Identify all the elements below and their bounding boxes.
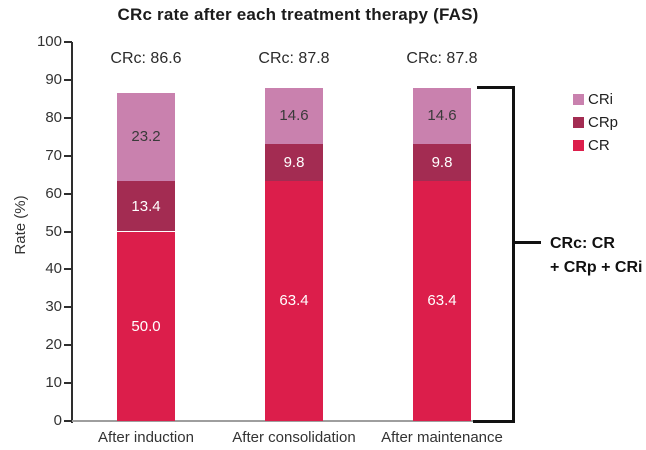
bar-segment-value: 13.4: [131, 197, 161, 215]
y-tick-mark: [64, 306, 72, 309]
bar-segment-cri: 14.6: [265, 88, 323, 144]
y-tick-label: 100: [36, 33, 62, 50]
y-tick-label: 80: [45, 108, 62, 126]
legend-label-crp: CRp: [588, 114, 619, 131]
bar-segment-cr: 50.0: [117, 231, 175, 421]
y-tick-mark: [64, 41, 72, 43]
legend-swatch-cri: [573, 94, 584, 105]
x-category-label: After consolidation: [232, 429, 356, 446]
crc-bracket-pointer-line: [514, 241, 541, 244]
chart-title: CRc rate after each treatment therapy (F…: [117, 5, 479, 24]
bar-segment-value: 63.4: [279, 292, 309, 310]
bar-segment-crp: 9.8: [413, 143, 471, 181]
bar-segment-cr: 63.4: [413, 180, 471, 421]
y-tick-mark: [64, 116, 72, 119]
bar-segment-value: 63.4: [427, 292, 457, 310]
bar-segment-value: 14.6: [279, 107, 309, 125]
bar-total-label: CRc: 86.6: [110, 50, 182, 67]
bar-segment-value: 9.8: [283, 153, 305, 171]
legend-label-cr: CR: [588, 137, 610, 154]
bar-segment-crp: 9.8: [265, 143, 323, 181]
legend-label-cri: CRi: [588, 91, 613, 108]
bar-segment-crp: 13.4: [117, 180, 175, 232]
y-tick-mark: [64, 268, 72, 271]
y-tick-label: 20: [45, 336, 62, 354]
x-category-label: After maintenance: [381, 429, 503, 446]
y-tick-label: 0: [53, 412, 62, 429]
bar-total-label: CRc: 87.8: [258, 50, 330, 67]
bar-total-label: CRc: 87.8: [406, 50, 478, 67]
crc-bracket-bottom-line: [473, 420, 515, 423]
y-tick-mark: [64, 192, 72, 195]
y-axis-line: [71, 42, 73, 423]
y-tick-label: 60: [45, 184, 62, 202]
y-tick-mark: [64, 382, 72, 385]
crc-bracket-top-line: [477, 86, 515, 89]
bar-segment-value: 23.2: [131, 128, 161, 146]
crc-bracket-vertical-line: [512, 86, 515, 423]
bar-segment-value: 9.8: [431, 153, 453, 171]
y-tick-label: 90: [45, 70, 62, 88]
y-tick-label: 50: [45, 222, 62, 240]
y-tick-label: 40: [45, 260, 62, 278]
y-tick-label: 30: [45, 298, 62, 316]
legend-item-cr: CR: [573, 137, 618, 154]
legend-item-crp: CRp: [573, 114, 619, 131]
crc-definition-annotation: CRc: CR + CRp + CRi: [550, 232, 642, 280]
legend-item-cri: CRi: [573, 91, 618, 108]
legend-swatch-cr: [573, 140, 584, 151]
y-tick-label: 10: [45, 374, 62, 392]
x-axis-line: [71, 420, 505, 422]
legend-swatch-crp: [573, 117, 584, 128]
bar-segment-cri: 23.2: [117, 92, 175, 181]
y-tick-mark: [64, 344, 72, 347]
y-tick-mark: [64, 154, 72, 157]
y-tick-mark: [64, 78, 72, 81]
bar-segment-value: 14.6: [427, 107, 457, 125]
crc-definition-line2: + CRp + CRi: [550, 259, 643, 276]
legend: CRi CRp CR: [573, 91, 619, 161]
bar-segment-cri: 14.6: [413, 88, 471, 144]
y-tick-mark: [64, 230, 72, 233]
y-tick-label: 70: [45, 146, 62, 164]
x-category-label: After induction: [98, 429, 194, 446]
bar-segment-cr: 63.4: [265, 180, 323, 421]
y-tick-mark: [64, 420, 72, 422]
bar-segment-value: 50.0: [131, 317, 161, 335]
crc-definition-line1: CRc: CR: [550, 235, 615, 252]
